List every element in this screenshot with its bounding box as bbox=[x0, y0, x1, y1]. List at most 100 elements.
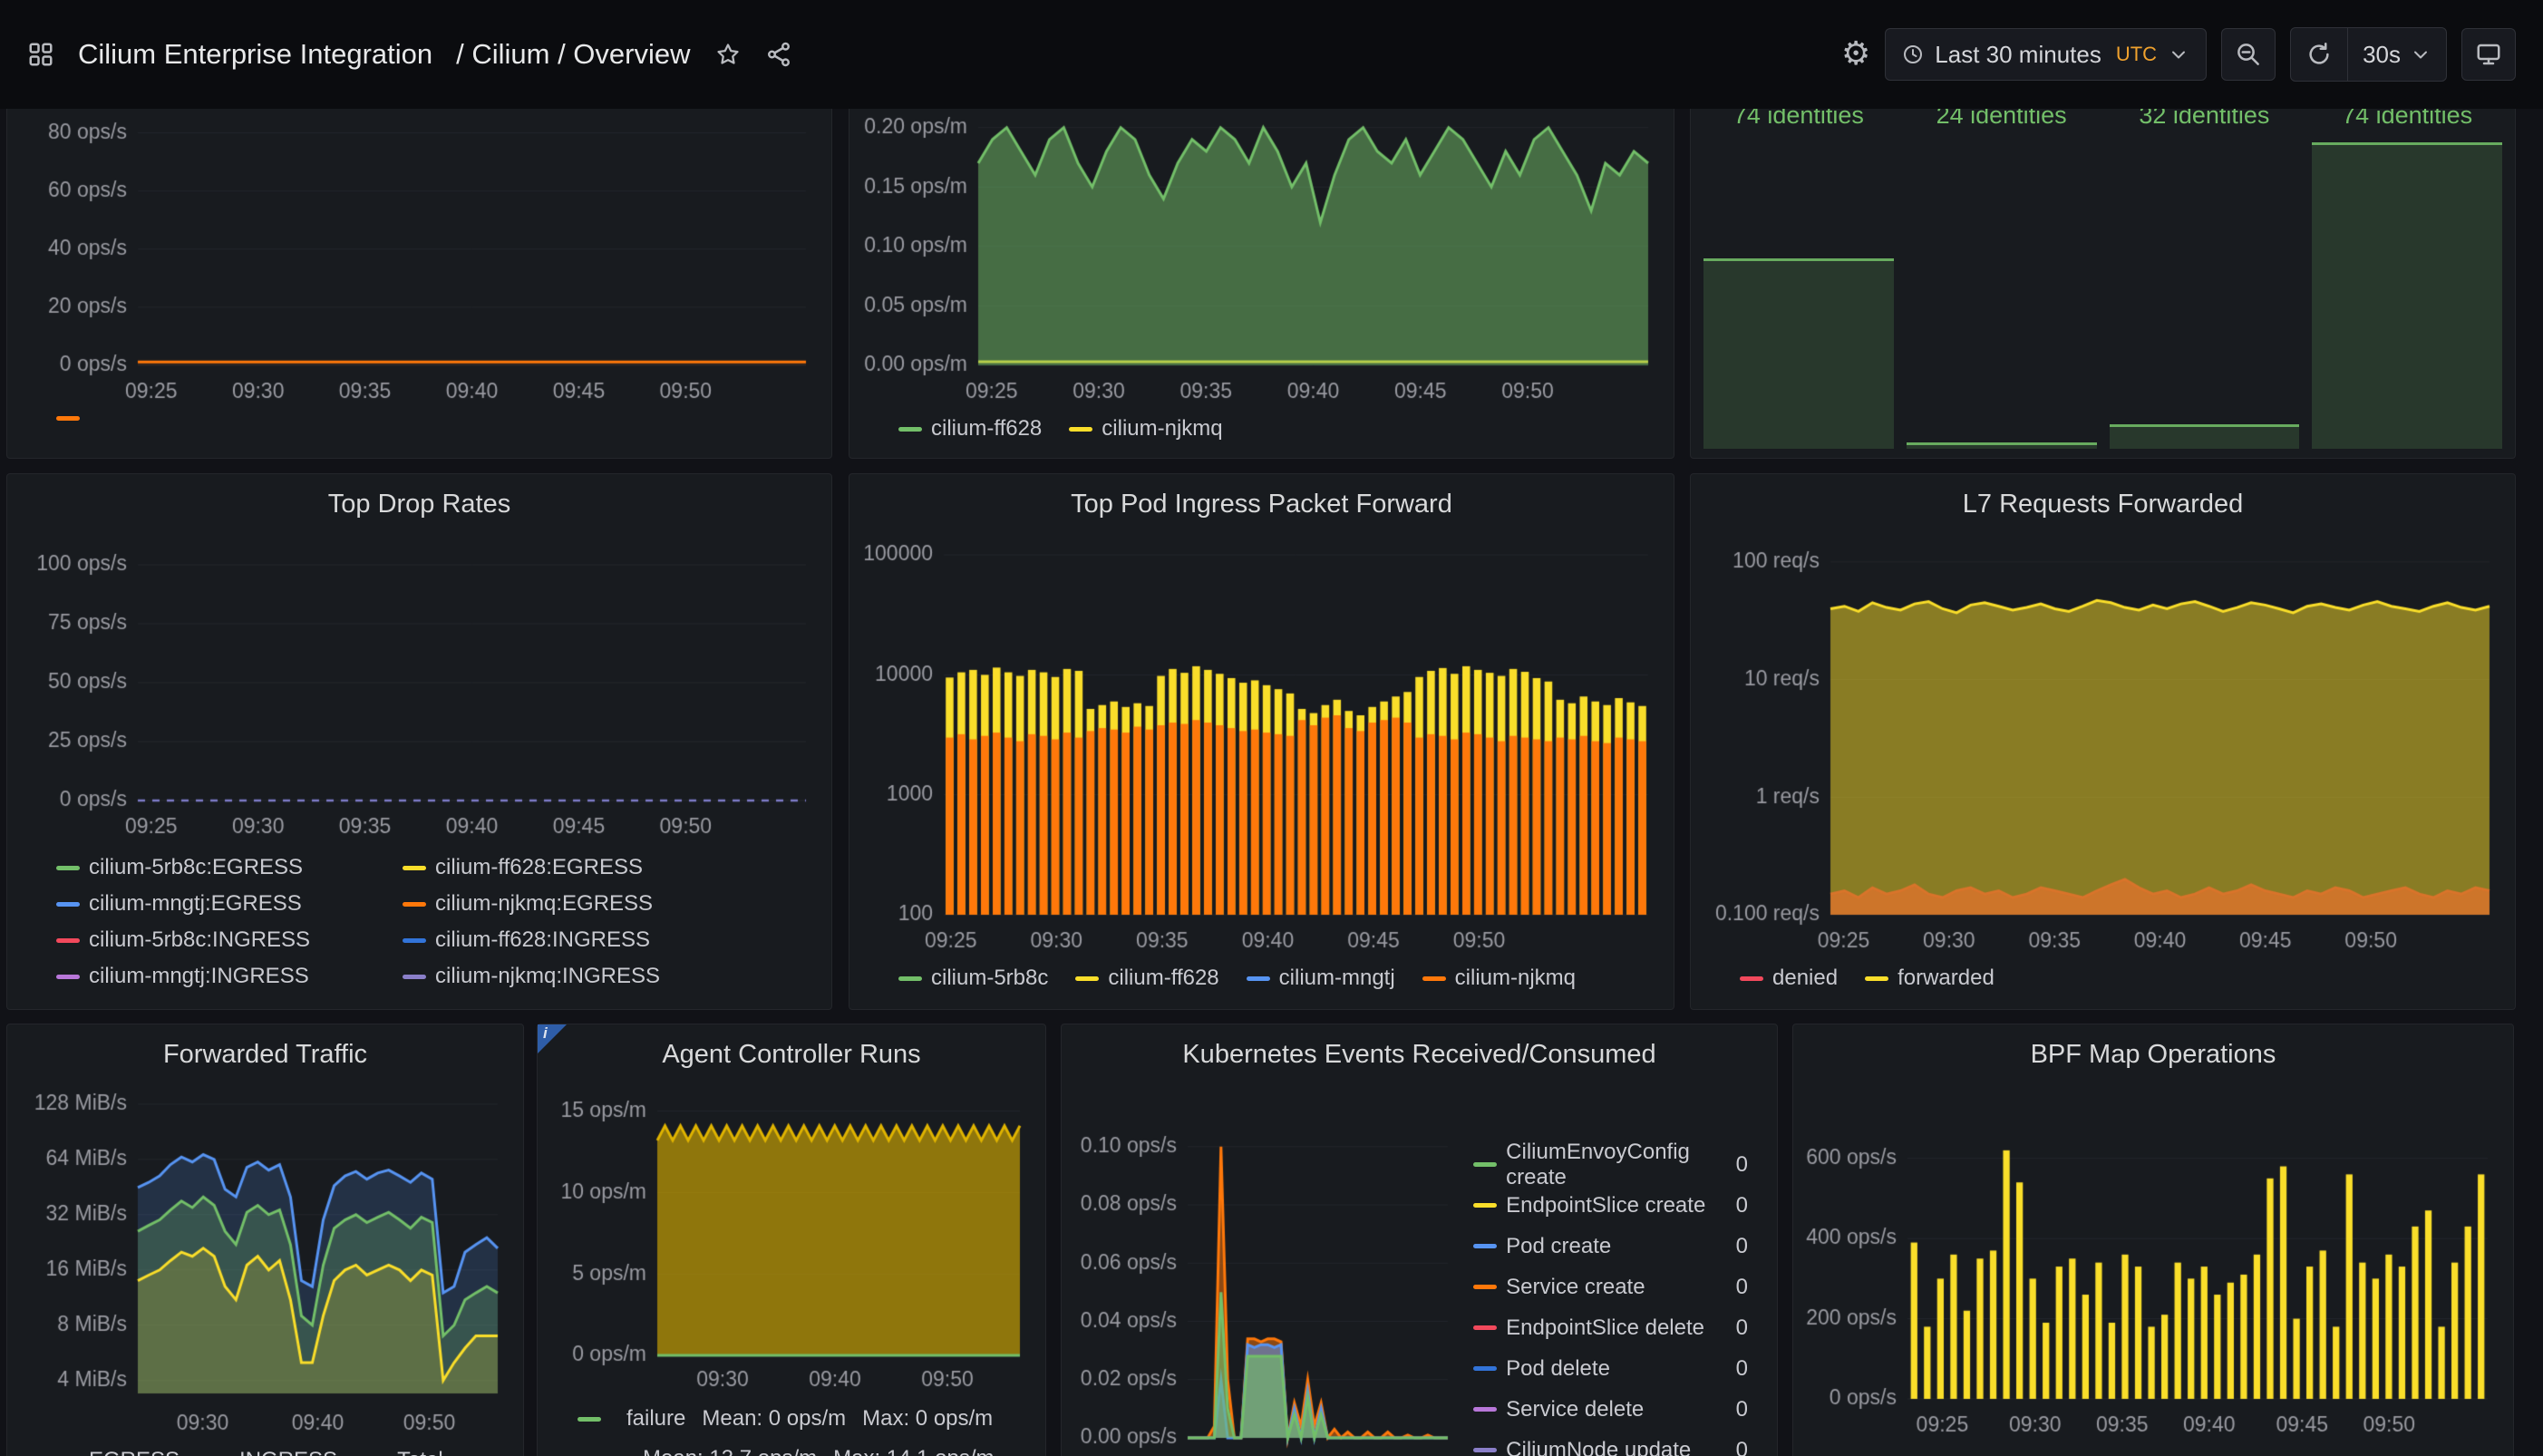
legend-series-marker bbox=[1473, 1448, 1498, 1452]
share-icon[interactable] bbox=[765, 41, 792, 68]
legend-series-marker bbox=[1740, 976, 1763, 981]
panel-title[interactable]: Agent Controller Runs bbox=[662, 1040, 921, 1069]
panel-identities-bargauge: 74 identities 24 identities 32 identities 7… bbox=[1690, 40, 2516, 459]
panel-top-pod-ingress-packet-forward: Top Pod Ingress Packet Forward cilium-5r… bbox=[849, 473, 1674, 1010]
top-nav-bar: Cilium Enterprise Integration / Cilium /… bbox=[0, 0, 2543, 109]
legend-item[interactable]: INGRESS bbox=[207, 1448, 337, 1456]
legend: cilium-5rb8c cilium-ff628 cilium-mngtj cili… bbox=[862, 956, 1661, 991]
kiosk-mode-button[interactable] bbox=[2461, 28, 2516, 81]
legend-item[interactable]: EGRESS bbox=[56, 1448, 180, 1456]
legend-series-marker bbox=[1473, 1162, 1498, 1167]
timezone-label: UTC bbox=[2115, 43, 2158, 65]
legend-item[interactable]: EndpointSlice create 0 bbox=[1473, 1185, 1757, 1226]
legend-item[interactable]: CiliumNode update 0 bbox=[1473, 1430, 1757, 1456]
top-drop-rates-chart-canvas[interactable] bbox=[20, 530, 819, 842]
legend-value: 0 bbox=[1735, 1151, 1748, 1177]
legend-label: Service delete bbox=[1506, 1396, 1645, 1422]
legend-label: EndpointSlice delete bbox=[1506, 1315, 1704, 1340]
breadcrumb[interactable]: / Cilium / Overview bbox=[456, 38, 691, 70]
legend-item[interactable]: denied bbox=[1740, 966, 1838, 991]
l7-requests-chart-canvas[interactable] bbox=[1703, 530, 2502, 956]
legend-item[interactable]: cilium-njkmq:INGRESS bbox=[403, 964, 819, 989]
legend bbox=[20, 407, 819, 421]
legend-item[interactable]: cilium-njkmq bbox=[1422, 966, 1576, 991]
legend-label: forwarded bbox=[1898, 966, 1995, 990]
panel-title[interactable]: Top Drop Rates bbox=[327, 490, 511, 519]
legend-item[interactable]: cilium-ff628:INGRESS bbox=[403, 927, 819, 953]
legend-item[interactable]: cilium-mngtj:INGRESS bbox=[56, 964, 375, 989]
panel-bpf-map-operations: BPF Map Operations bbox=[1792, 1024, 2514, 1456]
legend-item[interactable]: Service create 0 bbox=[1473, 1267, 1757, 1307]
identities-bar-gauge: 74 identities 24 identities 32 identities 7… bbox=[1703, 50, 2502, 449]
legend-item[interactable]: cilium-5rb8c bbox=[898, 966, 1048, 991]
legend-item[interactable]: CiliumEnvoyConfig create 0 bbox=[1473, 1140, 1757, 1189]
legend-item[interactable]: Pod delete 0 bbox=[1473, 1348, 1757, 1389]
bpf-map-operations-chart-canvas[interactable] bbox=[1806, 1081, 2500, 1441]
legend-value: 0 bbox=[1735, 1274, 1748, 1299]
legend-item[interactable]: failure Mean: 0 ops/m Max: 0 ops/m bbox=[578, 1399, 1033, 1439]
dashboard-folder-title[interactable]: Cilium Enterprise Integration bbox=[78, 38, 433, 70]
panel-info-icon[interactable] bbox=[538, 1024, 567, 1053]
zoom-out-icon bbox=[2237, 44, 2259, 65]
legend-label: cilium-mngtj:EGRESS bbox=[89, 891, 302, 916]
legend-series-marker bbox=[403, 937, 426, 943]
panel-title[interactable]: Kubernetes Events Received/Consumed bbox=[1182, 1040, 1656, 1069]
panel-title[interactable]: L7 Requests Forwarded bbox=[1962, 490, 2244, 519]
star-icon[interactable] bbox=[714, 41, 742, 68]
legend-value: 0 bbox=[1735, 1355, 1748, 1381]
time-range-picker-button[interactable]: Last 30 minutes UTC bbox=[1885, 28, 2208, 81]
top-pod-ingress-chart-canvas[interactable] bbox=[862, 530, 1661, 956]
forwarded-traffic-chart-canvas[interactable] bbox=[20, 1081, 510, 1439]
legend-item[interactable]: Pod create 0 bbox=[1473, 1226, 1757, 1267]
bar-gauge-bar bbox=[1906, 442, 2097, 449]
dashboard-settings-gear-icon[interactable]: ⚙ bbox=[1841, 35, 1871, 73]
panel-title[interactable]: Top Pod Ingress Packet Forward bbox=[1071, 490, 1452, 519]
legend-item[interactable]: cilium-mngtj:EGRESS bbox=[56, 891, 375, 917]
bar-gauge-column: 74 identities bbox=[1703, 99, 1894, 449]
legend-item[interactable]: Service delete 0 bbox=[1473, 1389, 1757, 1430]
legend-item[interactable]: cilium-ff628:EGRESS bbox=[403, 855, 819, 880]
legend-item[interactable]: forwarded bbox=[1865, 966, 1995, 991]
legend-item[interactable]: cilium-mngtj bbox=[1246, 966, 1395, 991]
legend-label: cilium-mngtj bbox=[1278, 966, 1395, 990]
legend-item[interactable]: cilium-5rb8c:INGRESS bbox=[56, 927, 375, 953]
apps-grid-icon[interactable] bbox=[27, 41, 54, 68]
legend: EGRESS INGRESS Total bbox=[20, 1439, 510, 1456]
agent-controller-chart-canvas[interactable] bbox=[550, 1081, 1033, 1395]
panel-title[interactable]: BPF Map Operations bbox=[2030, 1040, 2276, 1069]
refresh-interval-dropdown[interactable]: 30s bbox=[2347, 28, 2446, 81]
legend-label: denied bbox=[1772, 966, 1839, 990]
zoom-out-time-range-button[interactable] bbox=[2221, 28, 2276, 81]
legend-series-marker bbox=[578, 1416, 601, 1422]
refresh-button[interactable] bbox=[2291, 28, 2347, 81]
legend-series-marker bbox=[1075, 976, 1100, 981]
legend-series-marker bbox=[56, 865, 80, 870]
legend-series-marker bbox=[1473, 1244, 1498, 1248]
panel-top-drop-rates: Top Drop Rates cilium-5rb8c:EGRESS cilium… bbox=[6, 473, 832, 1010]
legend-item[interactable]: EndpointSlice delete 0 bbox=[1473, 1307, 1757, 1348]
legend-value: 0 bbox=[1735, 1437, 1748, 1456]
legend-item[interactable]: cilium-njkmq bbox=[1069, 416, 1223, 442]
legend-label: cilium-5rb8c:EGRESS bbox=[89, 855, 304, 879]
chevron-down-icon bbox=[2172, 51, 2186, 59]
k8s-events-chart-canvas[interactable] bbox=[1074, 1081, 1461, 1456]
legend-series-marker bbox=[1473, 1325, 1498, 1330]
legend-item[interactable]: cilium-ff628 bbox=[1075, 966, 1219, 991]
panel-title[interactable]: Forwarded Traffic bbox=[162, 1040, 368, 1069]
legend-item[interactable]: Mean: 13.7 ops/m Max: 14.1 ops/m bbox=[578, 1439, 1033, 1456]
legend-label: Pod create bbox=[1506, 1233, 1612, 1258]
legend-label: EGRESS bbox=[89, 1448, 180, 1456]
drop-rate-chart-canvas[interactable] bbox=[20, 99, 819, 407]
legend-item[interactable]: cilium-ff628 bbox=[898, 416, 1042, 442]
legend-item[interactable]: cilium-njkmq:EGRESS bbox=[403, 891, 819, 917]
chevron-down-icon bbox=[2414, 51, 2427, 59]
refresh-icon bbox=[2309, 43, 2329, 64]
legend-item[interactable]: cilium-5rb8c:EGRESS bbox=[56, 855, 375, 880]
bar-gauge-column: 24 identities bbox=[1906, 99, 2097, 449]
legend-item[interactable] bbox=[56, 416, 89, 421]
bar-gauge-track bbox=[2109, 142, 2300, 449]
bar-gauge-track bbox=[2312, 142, 2502, 449]
monitor-icon bbox=[2477, 44, 2500, 65]
legend-item[interactable]: Total bbox=[364, 1448, 443, 1456]
ops-per-min-chart-canvas[interactable] bbox=[862, 99, 1661, 407]
